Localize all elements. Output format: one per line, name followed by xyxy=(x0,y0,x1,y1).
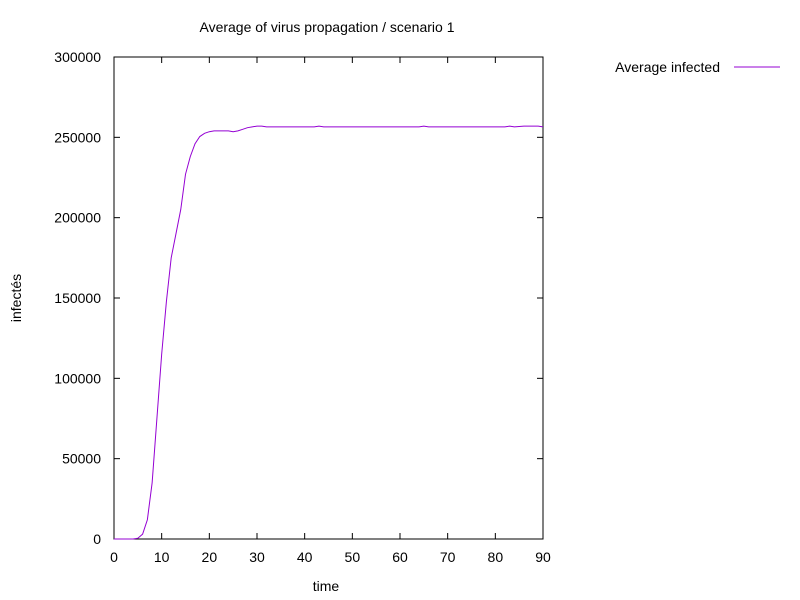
x-tick-label: 10 xyxy=(154,549,170,565)
y-tick-label: 250000 xyxy=(54,129,101,145)
y-tick-label: 50000 xyxy=(62,451,101,467)
x-tick-label: 30 xyxy=(249,549,265,565)
x-tick-label: 90 xyxy=(535,549,551,565)
x-axis-label: time xyxy=(313,578,340,594)
x-tick-label: 0 xyxy=(110,549,118,565)
axis-tick-labels: 0 10 20 30 40 50 60 70 80 90 0 50000 100000 150000 200… xyxy=(54,49,551,565)
y-tick-label: 200000 xyxy=(54,210,101,226)
legend-label: Average infected xyxy=(615,59,720,75)
y-tick-label: 0 xyxy=(93,531,101,547)
axis-ticks xyxy=(113,56,544,540)
x-tick-label: 20 xyxy=(202,549,218,565)
legend: Average infected xyxy=(615,59,780,75)
x-tick-label: 70 xyxy=(440,549,456,565)
x-tick-label: 80 xyxy=(488,549,504,565)
y-tick-label: 150000 xyxy=(54,290,101,306)
y-tick-label: 100000 xyxy=(54,370,101,386)
chart-title: Average of virus propagation / scenario … xyxy=(199,19,454,35)
x-tick-label: 50 xyxy=(345,549,361,565)
x-tick-label: 60 xyxy=(392,549,408,565)
x-tick-label: 40 xyxy=(297,549,313,565)
plot-frame xyxy=(113,56,544,540)
y-tick-label: 300000 xyxy=(54,49,101,65)
y-axis-label: infectés xyxy=(8,274,24,322)
series-line-average-infected xyxy=(114,125,544,540)
